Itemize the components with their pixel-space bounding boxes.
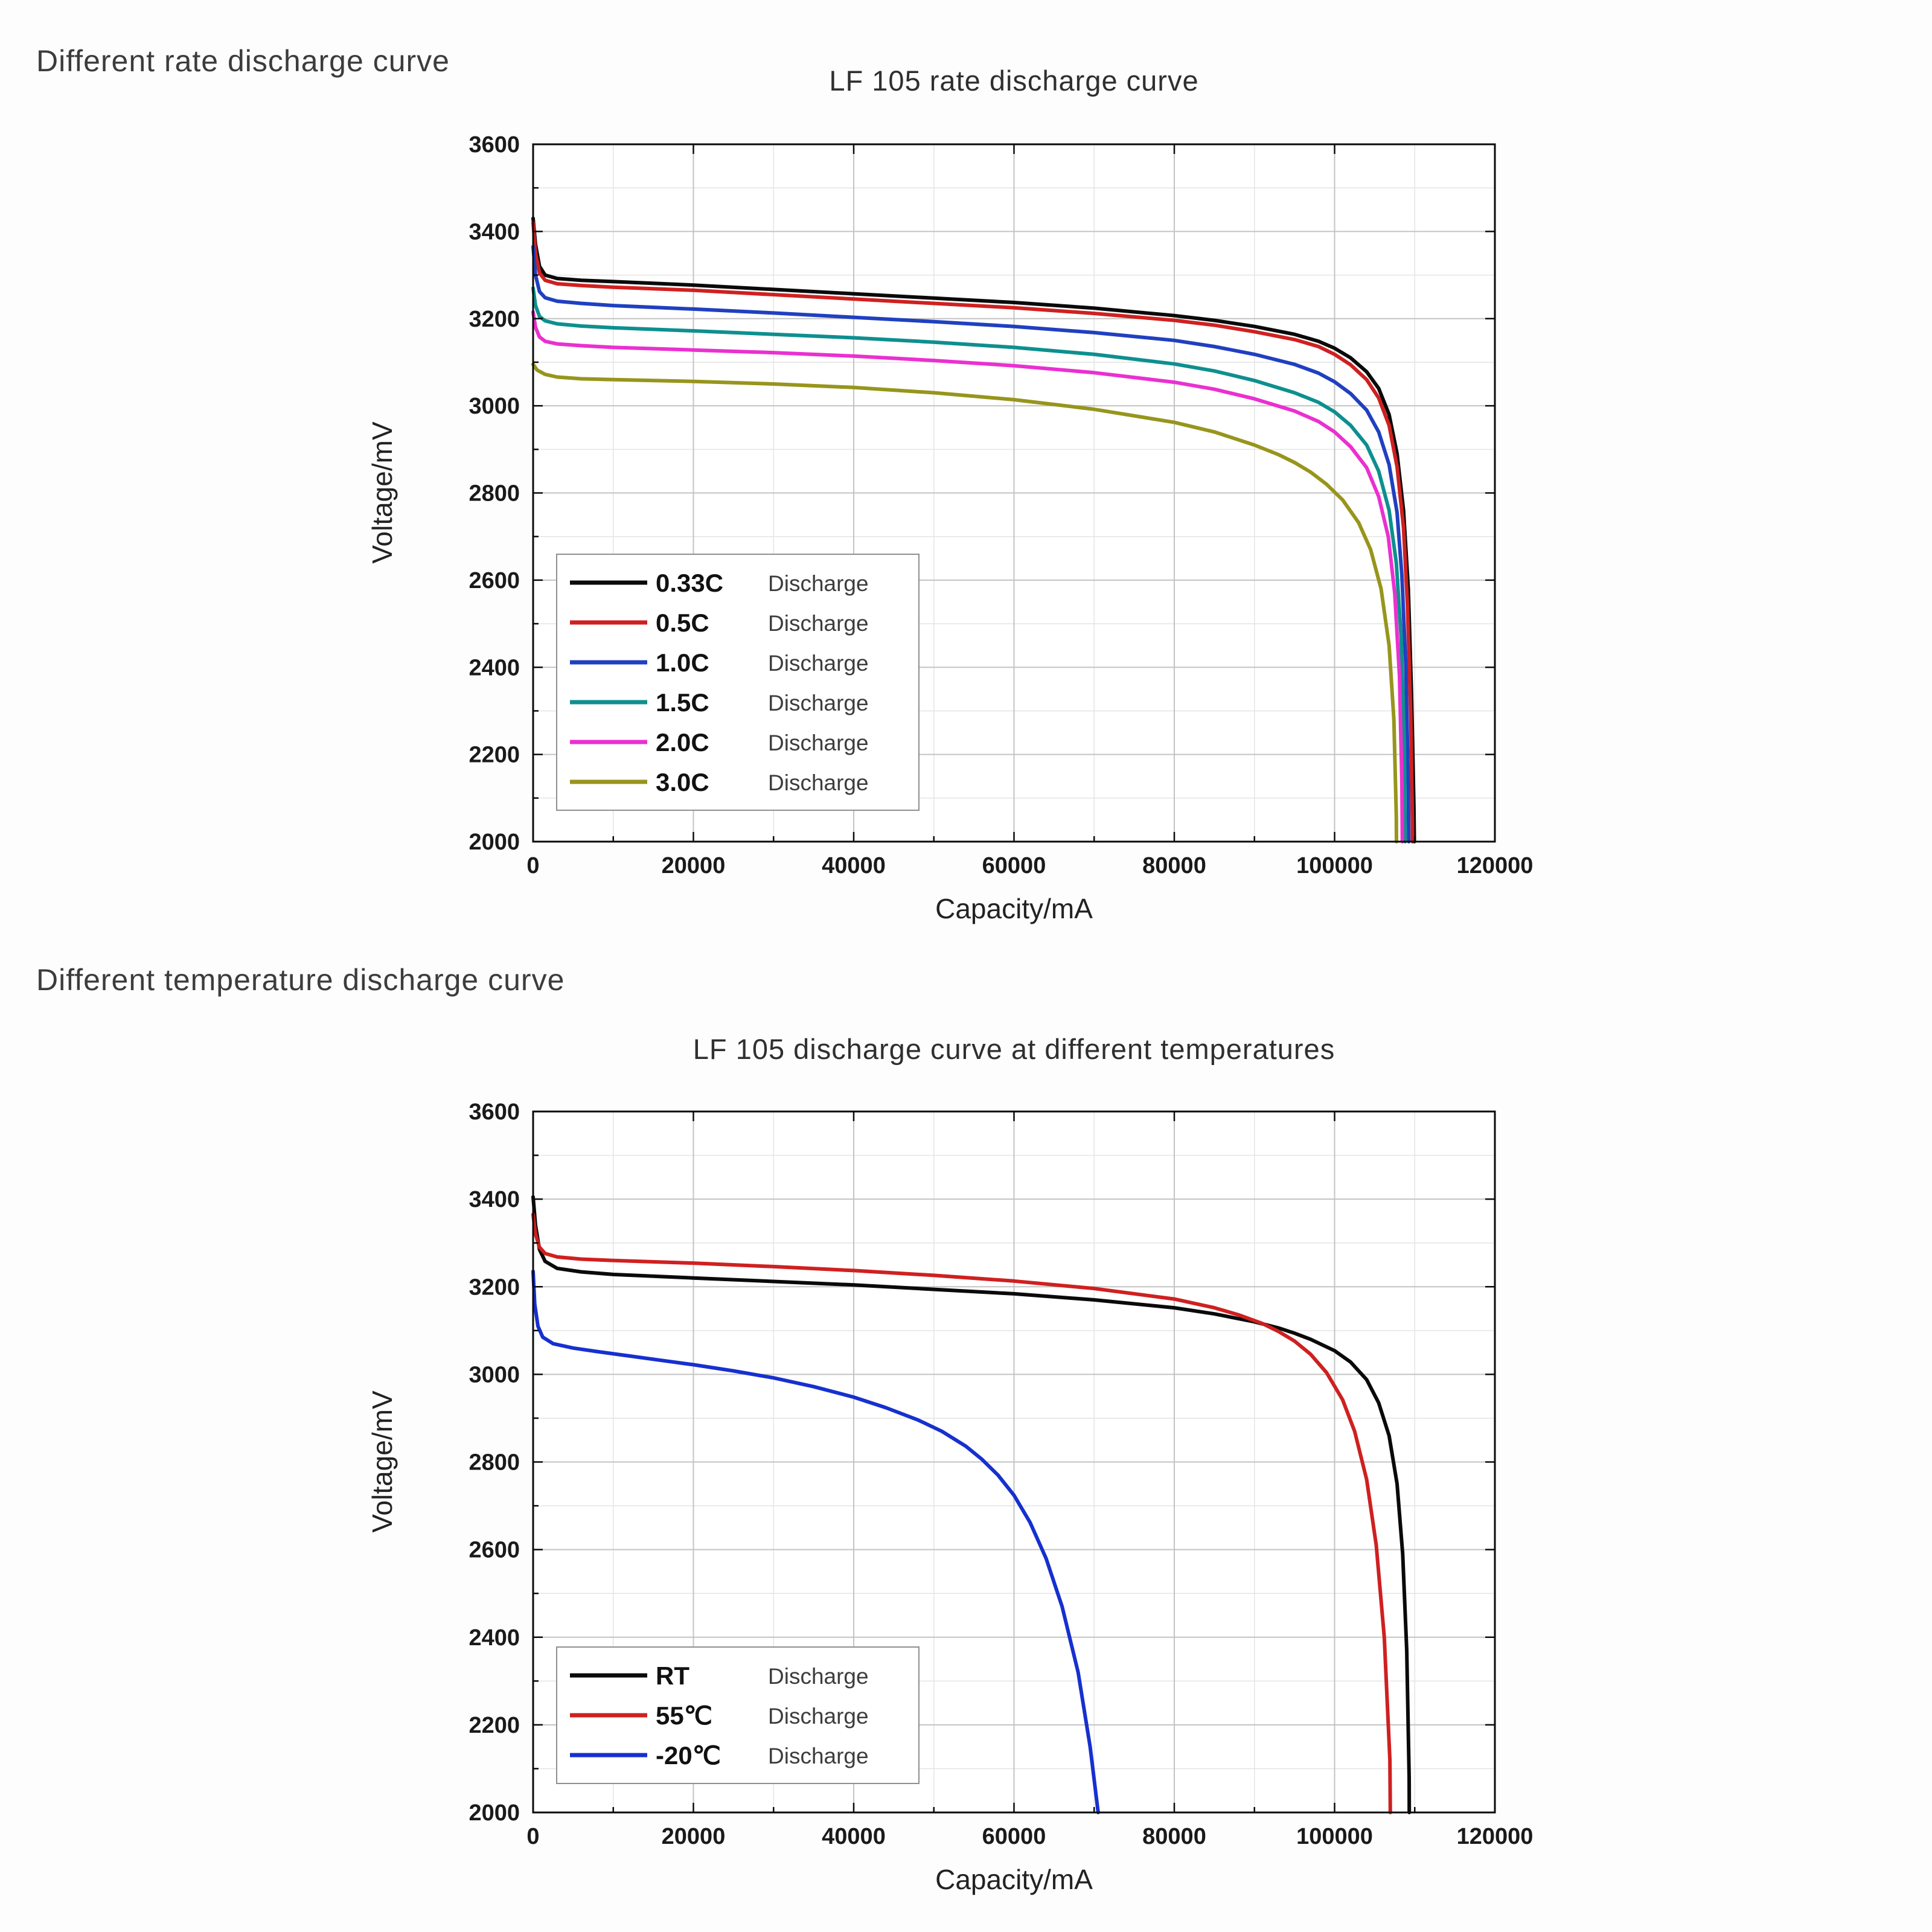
svg-text:3400: 3400 (469, 219, 520, 245)
x-tick-labels: 0 20000 40000 60000 80000 100000 120000 (526, 853, 1533, 878)
svg-text:2200: 2200 (469, 743, 520, 768)
legend-box (556, 554, 920, 811)
legend-label-0.33C: 0.33C (656, 569, 723, 597)
legend: 0.33C Discharge 0.5C Discharge 1.0C Discharge… (556, 554, 920, 811)
rate-discharge-chart: 0 20000 40000 60000 80000 100000 120000 2000 220… (469, 132, 1533, 878)
legend-label-2.0C: 2.0C (656, 728, 709, 756)
y-tick-labels: 2000 2200 2400 2600 2800 3000 3200 3400 3600 (469, 1099, 520, 1826)
temperature-chart-title: LF 105 discharge curve at different temp… (693, 1033, 1335, 1065)
temperature-chart-y-axis-label: Voltage/mV (366, 1390, 398, 1533)
svg-text:3000: 3000 (469, 1362, 520, 1387)
svg-text:100000: 100000 (1296, 1824, 1373, 1849)
svg-text:20000: 20000 (662, 1824, 726, 1849)
legend-label-1.0C: 1.0C (656, 648, 709, 677)
series-line--20℃ (531, 1269, 1100, 1814)
svg-text:120000: 120000 (1457, 1824, 1534, 1849)
svg-text:3600: 3600 (469, 1099, 520, 1125)
legend-label-3.0C: 3.0C (656, 768, 709, 796)
y-tick-labels: 2000 2200 2400 2600 2800 3000 3200 3400 3600 (469, 132, 520, 855)
svg-text:2800: 2800 (469, 1450, 520, 1476)
legend-suffix-1.0C: Discharge (768, 651, 869, 676)
rate-chart-y-axis-label: Voltage/mV (366, 421, 398, 564)
svg-text:2000: 2000 (469, 830, 520, 855)
svg-text:60000: 60000 (982, 1824, 1046, 1849)
legend-suffix-0.5C: Discharge (768, 611, 869, 636)
legend-suffix-1.5C: Discharge (768, 691, 869, 715)
svg-text:0: 0 (526, 1824, 539, 1849)
svg-text:3200: 3200 (469, 1275, 520, 1300)
svg-text:3200: 3200 (469, 307, 520, 332)
axis-ticks (532, 1110, 1496, 1814)
svg-text:0: 0 (526, 853, 539, 878)
section-heading-temperature: Different temperature discharge curve (36, 963, 565, 997)
legend-label-0.5C: 0.5C (656, 609, 709, 637)
x-tick-labels: 0 20000 40000 60000 80000 100000 120000 (526, 1824, 1533, 1849)
svg-text:40000: 40000 (822, 1824, 886, 1849)
legend-suffix--20℃: Discharge (768, 1744, 869, 1768)
svg-text:100000: 100000 (1296, 853, 1373, 878)
series-line-0.5C (531, 220, 1415, 843)
rate-chart-title: LF 105 rate discharge curve (829, 65, 1199, 97)
series-line-1.5C (531, 286, 1407, 843)
svg-text:80000: 80000 (1142, 1824, 1206, 1849)
series-line-1.0C (531, 245, 1411, 843)
svg-text:80000: 80000 (1142, 853, 1206, 878)
legend-label-1.5C: 1.5C (656, 688, 709, 717)
svg-text:2400: 2400 (469, 1625, 520, 1651)
svg-text:2800: 2800 (469, 481, 520, 507)
svg-text:2600: 2600 (469, 1538, 520, 1563)
svg-text:2000: 2000 (469, 1800, 520, 1826)
series-lines (531, 216, 1416, 843)
series-line-2.0C (531, 310, 1404, 843)
svg-text:3000: 3000 (469, 394, 520, 419)
legend-suffix-55℃: Discharge (768, 1704, 869, 1729)
series-line-RT (531, 1195, 1412, 1814)
svg-text:2400: 2400 (469, 655, 520, 680)
legend-suffix-3.0C: Discharge (768, 770, 869, 795)
svg-text:2200: 2200 (469, 1713, 520, 1738)
svg-text:20000: 20000 (662, 853, 726, 878)
rate-chart-x-axis-label: Capacity/mA (935, 893, 1093, 924)
series-lines (531, 1195, 1412, 1814)
temperature-discharge-chart: 0 20000 40000 60000 80000 100000 120000 2000 220… (469, 1099, 1533, 1849)
legend-suffix-RT: Discharge (768, 1664, 869, 1689)
legend-label-55℃: 55℃ (656, 1701, 712, 1730)
legend: RT Discharge 55℃ Discharge -20℃ Discharge (556, 1646, 920, 1784)
legend-suffix-2.0C: Discharge (768, 731, 869, 755)
section-heading-rate: Different rate discharge curve (36, 44, 450, 78)
svg-text:3600: 3600 (469, 132, 520, 158)
svg-text:120000: 120000 (1457, 853, 1534, 878)
axis-ticks (532, 143, 1496, 843)
temperature-chart-x-axis-label: Capacity/mA (935, 1864, 1093, 1895)
legend-suffix-0.33C: Discharge (768, 571, 869, 596)
series-line-3.0C (531, 362, 1398, 843)
svg-text:3400: 3400 (469, 1187, 520, 1212)
svg-text:2600: 2600 (469, 568, 520, 593)
svg-text:40000: 40000 (822, 853, 886, 878)
legend-label-RT: RT (656, 1662, 689, 1690)
svg-text:60000: 60000 (982, 853, 1046, 878)
series-line-55℃ (531, 1212, 1392, 1814)
legend-label--20℃: -20℃ (656, 1741, 721, 1770)
